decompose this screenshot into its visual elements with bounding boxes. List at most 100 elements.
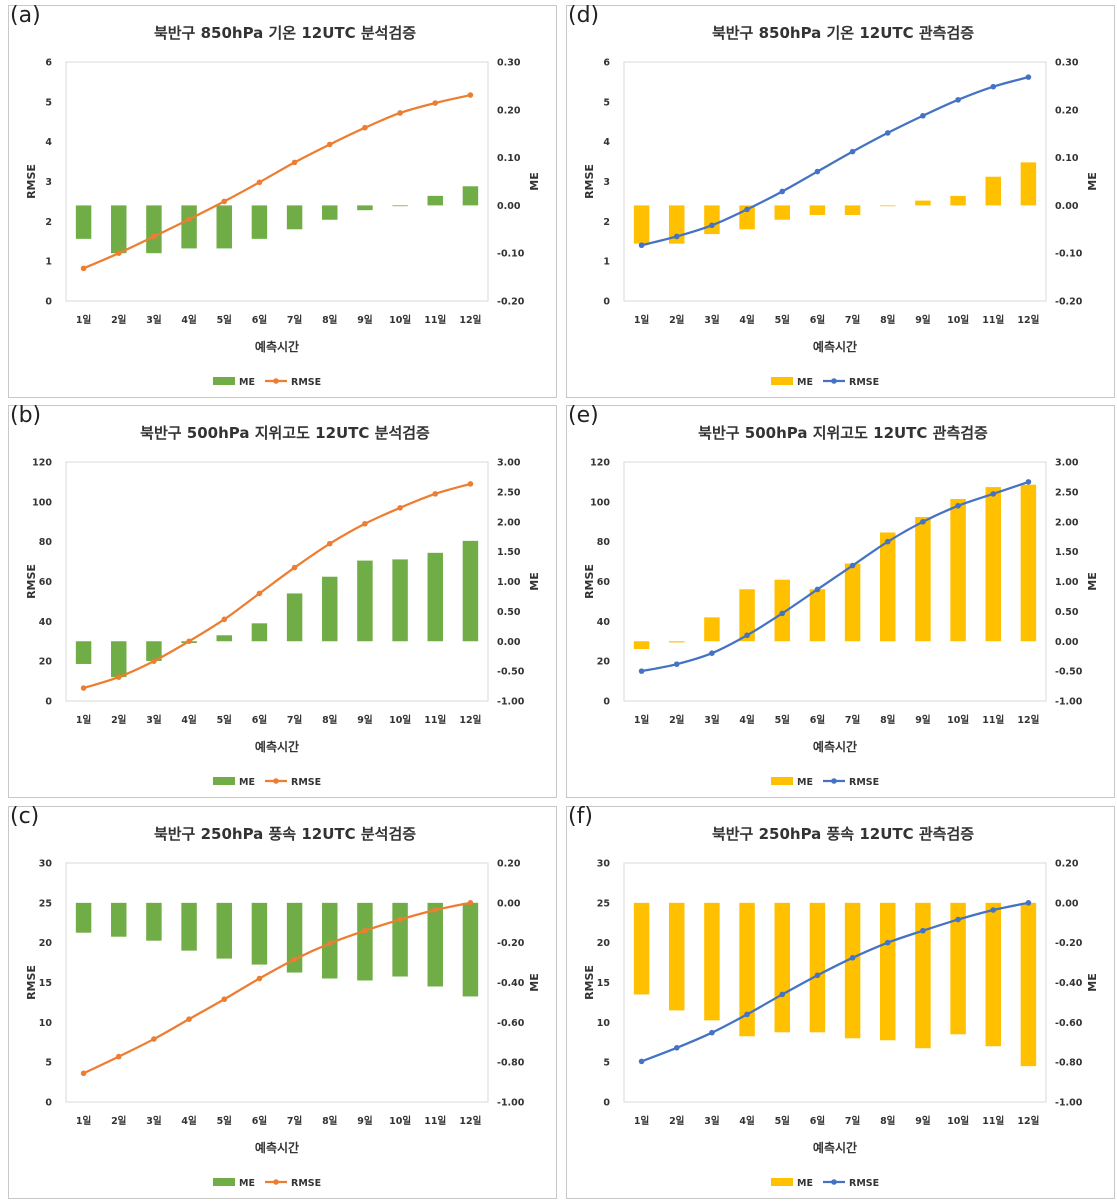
me-bar bbox=[462, 902, 479, 997]
panel-letter-c: (c) bbox=[10, 804, 40, 829]
rmse-point bbox=[221, 198, 228, 205]
x-tick-label: 6일 bbox=[810, 1115, 826, 1127]
rmse-point bbox=[709, 222, 715, 229]
panel-letter-a: (a) bbox=[10, 3, 41, 28]
x-tick-label: 8일 bbox=[880, 314, 896, 326]
me-bar bbox=[669, 641, 685, 643]
y2-tick-label: 0.10 bbox=[497, 153, 521, 164]
me-bar bbox=[704, 902, 720, 1021]
me-bar bbox=[950, 195, 966, 206]
legend-me-swatch bbox=[213, 777, 235, 785]
legend-rmse-marker bbox=[273, 1179, 279, 1185]
me-bar bbox=[809, 902, 826, 1033]
me-bar bbox=[146, 641, 162, 661]
me-bar bbox=[251, 623, 268, 642]
x-tick-label: 12일 bbox=[1017, 1115, 1039, 1127]
x-tick-label: 8일 bbox=[880, 1115, 896, 1127]
x-tick-label: 4일 bbox=[181, 314, 197, 326]
y2-tick-label: -0.50 bbox=[1055, 667, 1083, 678]
x-tick-label: 11일 bbox=[424, 714, 446, 726]
x-tick-label: 2일 bbox=[669, 714, 685, 726]
rmse-point bbox=[221, 616, 228, 623]
me-bar bbox=[704, 205, 720, 235]
x-axis-title: 예측시간 bbox=[255, 1140, 299, 1155]
x-tick-label: 9일 bbox=[357, 1115, 373, 1127]
me-bar bbox=[880, 902, 896, 1041]
rmse-point bbox=[80, 685, 87, 691]
me-bar bbox=[462, 540, 479, 642]
rmse-point bbox=[673, 233, 680, 240]
y-tick-label: 5 bbox=[603, 1058, 610, 1069]
x-tick-label: 8일 bbox=[322, 714, 338, 726]
rmse-point bbox=[80, 265, 87, 272]
legend-rmse-label: RMSE bbox=[849, 377, 879, 388]
legend-me-label: ME bbox=[797, 1178, 813, 1189]
y-tick-label: 60 bbox=[597, 577, 611, 588]
x-tick-label: 3일 bbox=[146, 714, 162, 726]
legend-rmse-marker bbox=[831, 778, 837, 784]
legend-me-label: ME bbox=[239, 377, 255, 388]
rmse-point bbox=[814, 586, 821, 593]
chart-a-svg: 북반구 850hPa 기온 12UTC 분석검증 0 1 2 3 4 5 6 -0.20 -0.1… bbox=[8, 5, 557, 398]
y-tick-label: 40 bbox=[597, 617, 611, 628]
x-tick-label: 8일 bbox=[322, 314, 338, 326]
y2-tick-label: 0.00 bbox=[497, 637, 521, 648]
rmse-line bbox=[83, 482, 471, 690]
me-bar bbox=[357, 560, 373, 642]
legend-me-swatch bbox=[213, 1178, 235, 1186]
x-tick-label: 9일 bbox=[915, 314, 931, 326]
me-bar bbox=[392, 205, 408, 207]
rmse-point bbox=[291, 956, 298, 963]
rmse-point bbox=[397, 916, 403, 923]
x-tick-label: 12일 bbox=[459, 1115, 481, 1127]
x-tick-label: 3일 bbox=[704, 314, 720, 326]
x-axis-title: 예측시간 bbox=[813, 739, 857, 754]
rmse-point bbox=[779, 991, 786, 998]
panel-letter-d: (d) bbox=[568, 3, 600, 28]
y-tick-label: 80 bbox=[597, 537, 611, 548]
legend-me-swatch bbox=[771, 1178, 793, 1186]
rmse-point bbox=[432, 100, 439, 106]
y-tick-label: 0 bbox=[603, 697, 610, 708]
plot-area bbox=[65, 461, 489, 702]
y2-tick-label: 0.50 bbox=[497, 607, 521, 618]
rmse-point bbox=[884, 538, 891, 545]
x-tick-label: 11일 bbox=[424, 1115, 446, 1127]
chart-panel-c: 북반구 250hPa 풍속 12UTC 분석검증 0 5 10 15 20 25 30 -1.0… bbox=[8, 804, 557, 1199]
plot-area bbox=[65, 61, 489, 302]
y2-tick-label: 3.00 bbox=[1055, 458, 1079, 469]
plot-area bbox=[65, 862, 489, 1103]
rmse-point bbox=[849, 148, 856, 155]
chart-e-svg: 북반구 500hPa 지위고도 12UTC 관측검증 0 20 40 60 80 100 12… bbox=[566, 405, 1115, 798]
rmse-point bbox=[990, 491, 997, 497]
chart-title: 북반구 500hPa 지위고도 12UTC 분석검증 bbox=[140, 424, 430, 442]
chart-panel-f: 북반구 250hPa 풍속 12UTC 관측검증 0 5 10 15 20 25 30 -1.0… bbox=[566, 804, 1115, 1199]
rmse-point bbox=[849, 562, 856, 569]
me-bar bbox=[251, 205, 268, 239]
x-tick-label: 10일 bbox=[947, 314, 969, 326]
rmse-point bbox=[955, 97, 961, 103]
rmse-point bbox=[186, 638, 192, 645]
y2-tick-label: 0.20 bbox=[1055, 859, 1079, 870]
rmse-point bbox=[779, 610, 786, 617]
rmse-point bbox=[256, 975, 263, 982]
chart-panel-a: 북반구 850hPa 기온 12UTC 분석검증 0 1 2 3 4 5 6 -0.20 -0.1… bbox=[8, 3, 557, 398]
y-tick-label: 60 bbox=[39, 577, 53, 588]
rmse-point bbox=[291, 564, 298, 571]
me-bar bbox=[669, 902, 685, 1011]
rmse-line bbox=[83, 93, 471, 270]
x-tick-label: 7일 bbox=[845, 714, 861, 726]
x-tick-label: 5일 bbox=[775, 314, 791, 326]
y-tick-label: 25 bbox=[597, 898, 610, 909]
rmse-point bbox=[186, 216, 192, 223]
rmse-point bbox=[221, 996, 228, 1003]
x-tick-label: 1일 bbox=[634, 714, 650, 726]
y-tick-label: 4 bbox=[603, 137, 610, 148]
me-bar bbox=[75, 641, 92, 664]
rmse-point bbox=[151, 1036, 157, 1042]
y-tick-label: 15 bbox=[39, 978, 52, 989]
y-tick-label: 1 bbox=[45, 257, 52, 268]
y-tick-label: 2 bbox=[603, 217, 610, 228]
rmse-point bbox=[638, 668, 645, 674]
me-bar bbox=[251, 902, 268, 965]
